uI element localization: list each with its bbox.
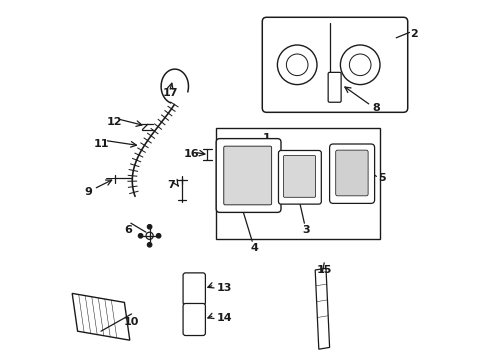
FancyBboxPatch shape	[284, 156, 316, 197]
FancyBboxPatch shape	[336, 150, 368, 196]
Text: 3: 3	[303, 225, 310, 235]
FancyBboxPatch shape	[328, 72, 341, 102]
Circle shape	[147, 225, 152, 229]
Bar	[216, 128, 380, 239]
Text: 7: 7	[168, 180, 175, 190]
Text: 12: 12	[106, 117, 122, 127]
Text: 4: 4	[250, 243, 258, 253]
Text: 1: 1	[263, 133, 271, 143]
Text: 5: 5	[378, 173, 386, 183]
Text: 15: 15	[317, 265, 332, 275]
Text: 6: 6	[124, 225, 132, 235]
Text: 13: 13	[216, 283, 232, 293]
Text: 11: 11	[94, 139, 109, 149]
Circle shape	[139, 234, 143, 238]
Text: 10: 10	[124, 317, 139, 327]
Text: 14: 14	[216, 313, 232, 323]
FancyBboxPatch shape	[262, 17, 408, 112]
FancyBboxPatch shape	[278, 150, 321, 204]
FancyBboxPatch shape	[183, 303, 205, 336]
Text: 8: 8	[373, 103, 381, 113]
Circle shape	[156, 234, 161, 238]
Text: 2: 2	[411, 29, 418, 39]
Text: 16: 16	[184, 149, 199, 159]
FancyBboxPatch shape	[216, 139, 281, 212]
FancyBboxPatch shape	[330, 144, 374, 203]
Text: 17: 17	[162, 88, 178, 98]
Polygon shape	[72, 293, 130, 340]
FancyBboxPatch shape	[183, 273, 205, 305]
Circle shape	[147, 243, 152, 247]
FancyBboxPatch shape	[224, 146, 271, 205]
Polygon shape	[315, 268, 330, 349]
Text: 9: 9	[85, 187, 93, 197]
